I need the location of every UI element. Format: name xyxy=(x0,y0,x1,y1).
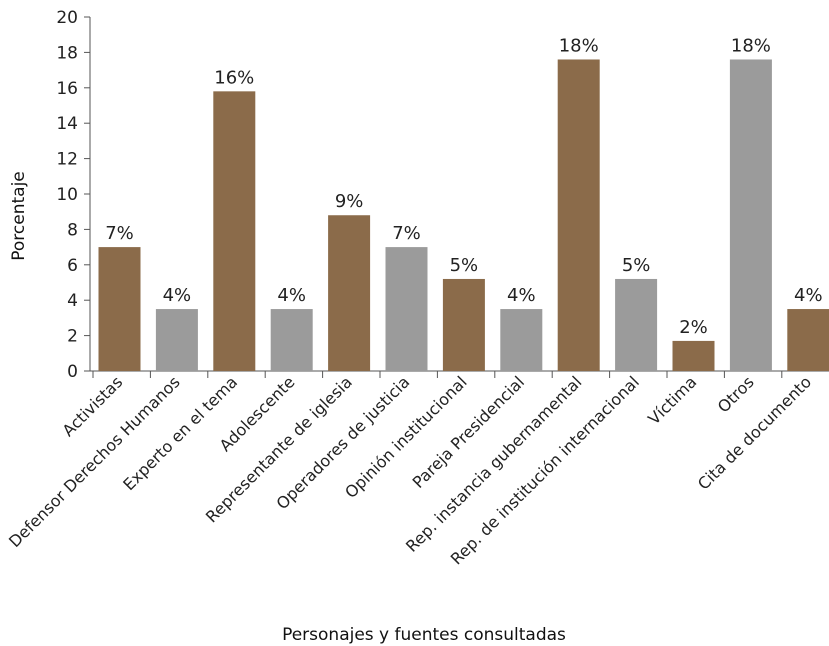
bar xyxy=(500,309,543,371)
data-labels: 7% 4% 16% 4% 9% 7% 5% 4% 18% 5% 2% 18% 4% xyxy=(105,35,822,337)
bar xyxy=(270,309,313,371)
bar xyxy=(155,309,198,371)
y-axis-title: Porcentaje xyxy=(9,171,29,261)
data-label: 5% xyxy=(622,255,651,276)
bar xyxy=(787,309,829,371)
data-label: 7% xyxy=(105,223,134,244)
data-label: 4% xyxy=(507,285,536,306)
bar xyxy=(729,59,772,371)
bar xyxy=(442,278,485,371)
data-label: 4% xyxy=(163,285,192,306)
y-tick-label: 0 xyxy=(67,362,78,382)
data-label: 5% xyxy=(450,255,479,276)
y-tick-label: 18 xyxy=(56,43,78,63)
y-tick-label: 2 xyxy=(67,327,78,347)
data-label: 7% xyxy=(392,223,421,244)
bar xyxy=(615,278,658,371)
y-tick-label: 8 xyxy=(67,220,78,240)
bar xyxy=(213,91,256,371)
y-tick-label: 4 xyxy=(67,291,78,311)
y-tick-label: 6 xyxy=(67,256,78,276)
bar xyxy=(328,215,371,371)
data-label: 4% xyxy=(794,285,823,306)
bar xyxy=(98,247,141,371)
x-axis-title: Personajes y fuentes consultadas xyxy=(282,625,566,645)
data-label: 2% xyxy=(679,317,708,338)
bar xyxy=(557,59,600,371)
y-tick-label: 10 xyxy=(56,185,78,205)
category-label: Víctima xyxy=(644,372,700,428)
data-label: 4% xyxy=(277,285,306,306)
data-label: 18% xyxy=(731,35,771,56)
y-tick-label: 16 xyxy=(56,79,78,99)
y-tick-label: 20 xyxy=(56,8,78,28)
data-label: 9% xyxy=(335,191,364,212)
category-label: Cita de documento xyxy=(694,372,815,493)
y-axis: 0 2 4 6 8 10 12 14 16 18 20 xyxy=(56,8,91,382)
bar xyxy=(672,340,715,371)
y-tick-label: 12 xyxy=(56,150,78,170)
bar xyxy=(385,247,428,371)
category-label: Pareja Presidencial xyxy=(409,372,529,492)
y-tick-label: 14 xyxy=(56,114,78,134)
category-label: Otros xyxy=(714,372,758,416)
data-label: 16% xyxy=(214,67,254,88)
bars xyxy=(98,59,829,371)
data-label: 18% xyxy=(559,35,599,56)
